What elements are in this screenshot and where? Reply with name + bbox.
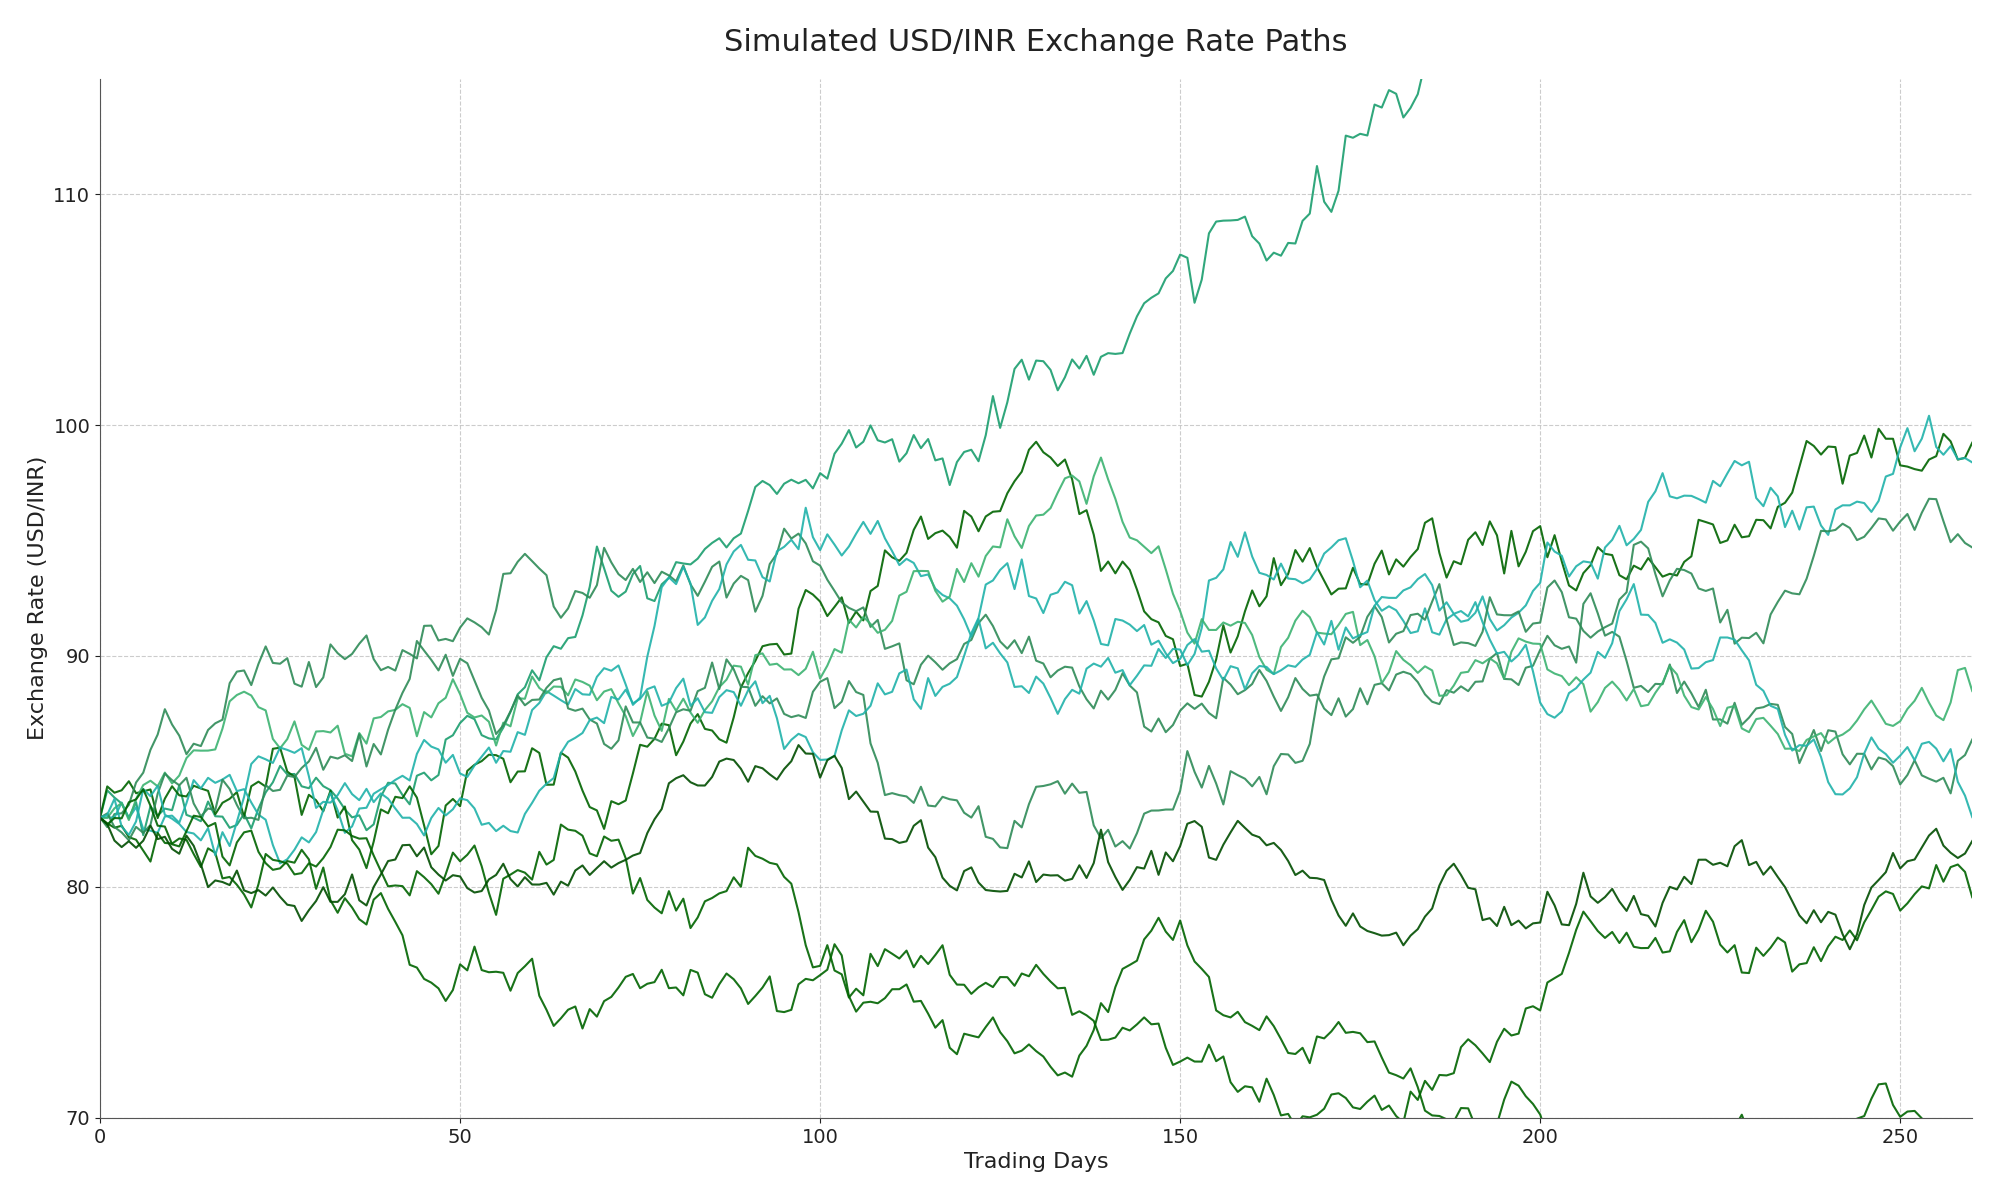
Title: Simulated USD/INR Exchange Rate Paths: Simulated USD/INR Exchange Rate Paths: [724, 28, 1348, 56]
X-axis label: Trading Days: Trading Days: [964, 1152, 1108, 1172]
Y-axis label: Exchange Rate (USD/INR): Exchange Rate (USD/INR): [28, 456, 48, 740]
